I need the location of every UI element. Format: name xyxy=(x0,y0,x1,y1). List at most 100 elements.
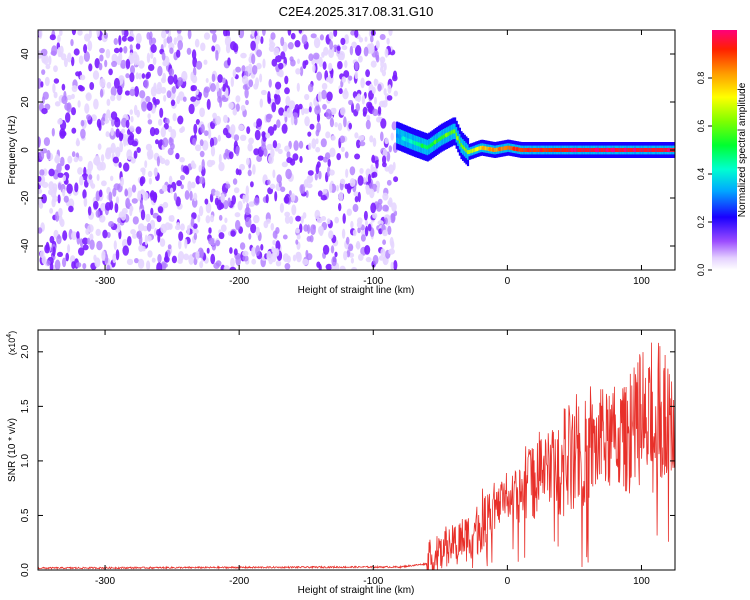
noise-cell xyxy=(388,164,394,175)
snr-frame xyxy=(37,329,676,571)
noise-cell xyxy=(298,140,304,149)
noise-cell xyxy=(104,59,108,68)
noise-cell xyxy=(357,191,361,203)
noise-cell xyxy=(141,73,146,79)
noise-cell xyxy=(388,145,392,153)
noise-cell xyxy=(115,128,120,138)
noise-cell xyxy=(77,84,84,91)
noise-cell xyxy=(275,88,281,95)
noise-cell xyxy=(354,196,359,203)
signal-band-core xyxy=(603,148,606,152)
noise-cell xyxy=(260,89,267,96)
signal-band-core xyxy=(460,143,463,148)
noise-cell xyxy=(113,240,117,251)
noise-cell xyxy=(246,157,250,166)
noise-cell xyxy=(54,101,61,107)
noise-cell xyxy=(330,69,334,79)
noise-cell xyxy=(88,174,93,180)
noise-cell xyxy=(198,176,206,184)
noise-cell xyxy=(199,150,205,158)
signal-band-core xyxy=(412,140,415,145)
noise-cell xyxy=(159,238,166,247)
noise-cell xyxy=(386,179,392,186)
noise-cell xyxy=(345,236,350,245)
noise-cell xyxy=(40,48,48,57)
noise-cell xyxy=(211,45,216,52)
signal-band-core xyxy=(544,148,547,152)
noise-cell xyxy=(96,30,100,37)
noise-cell xyxy=(190,85,195,92)
noise-cell xyxy=(342,213,346,224)
noise-cell xyxy=(230,76,234,88)
noise-cell xyxy=(94,58,100,69)
noise-cell xyxy=(331,256,337,267)
noise-cell xyxy=(59,128,66,139)
noise-cell xyxy=(239,163,245,171)
noise-cell xyxy=(290,115,295,126)
signal-band-core xyxy=(647,148,650,152)
noise-cell xyxy=(63,57,68,68)
noise-cell xyxy=(269,41,276,48)
noise-cell xyxy=(125,197,130,209)
noise-cell xyxy=(301,106,305,116)
noise-cell xyxy=(251,53,256,65)
noise-cell xyxy=(138,72,143,80)
noise-cell xyxy=(315,146,321,153)
signal-band-core xyxy=(462,144,465,149)
noise-cell xyxy=(317,190,323,197)
noise-cell xyxy=(64,164,70,171)
noise-cell xyxy=(293,140,299,151)
noise-cell xyxy=(325,263,333,270)
noise-cell xyxy=(262,30,266,36)
noise-cell xyxy=(144,234,148,246)
signal-band-core xyxy=(529,148,532,152)
noise-cell xyxy=(304,116,310,127)
noise-cell xyxy=(146,52,151,63)
noise-cell xyxy=(98,62,103,71)
noise-cell xyxy=(320,138,327,148)
signal-band-core xyxy=(645,148,648,152)
noise-cell xyxy=(171,86,176,94)
spectrogram-y-tick-label: 20 xyxy=(20,96,31,108)
noise-cell xyxy=(164,251,168,262)
noise-cell xyxy=(284,215,291,224)
noise-cell xyxy=(341,228,346,239)
signal-band-core xyxy=(648,148,651,152)
noise-cell xyxy=(232,178,238,185)
noise-cell xyxy=(118,162,122,168)
noise-cell xyxy=(200,42,206,52)
noise-cell xyxy=(98,122,102,131)
noise-cell xyxy=(251,258,257,265)
signal-band-core xyxy=(500,146,503,151)
noise-cell xyxy=(52,246,56,257)
signal-band-core xyxy=(629,148,632,152)
noise-cell xyxy=(201,159,205,170)
noise-cell xyxy=(149,192,154,198)
noise-cell xyxy=(141,246,146,252)
noise-cell xyxy=(393,260,398,270)
noise-cell xyxy=(239,242,246,250)
signal-band-core xyxy=(555,148,558,152)
signal-band-core xyxy=(449,131,452,136)
noise-cell xyxy=(355,45,362,56)
noise-cell xyxy=(119,141,124,153)
noise-cell xyxy=(256,62,262,70)
signal-band-core xyxy=(502,146,505,151)
noise-cell xyxy=(209,30,217,34)
noise-cell xyxy=(77,100,81,108)
noise-cell xyxy=(144,160,148,169)
noise-cell xyxy=(96,174,100,181)
noise-cell xyxy=(363,46,369,57)
noise-cell xyxy=(41,108,48,115)
noise-cell xyxy=(202,140,209,151)
noise-cell xyxy=(84,33,91,42)
snr-y-scale: (x104) xyxy=(6,331,17,355)
noise-cell xyxy=(50,189,57,198)
noise-cell xyxy=(212,112,218,119)
noise-cell xyxy=(152,193,157,203)
noise-cell xyxy=(200,124,205,134)
noise-cell xyxy=(99,78,106,88)
noise-cell xyxy=(220,224,227,232)
noise-cell xyxy=(125,58,131,70)
noise-cell xyxy=(292,153,299,161)
